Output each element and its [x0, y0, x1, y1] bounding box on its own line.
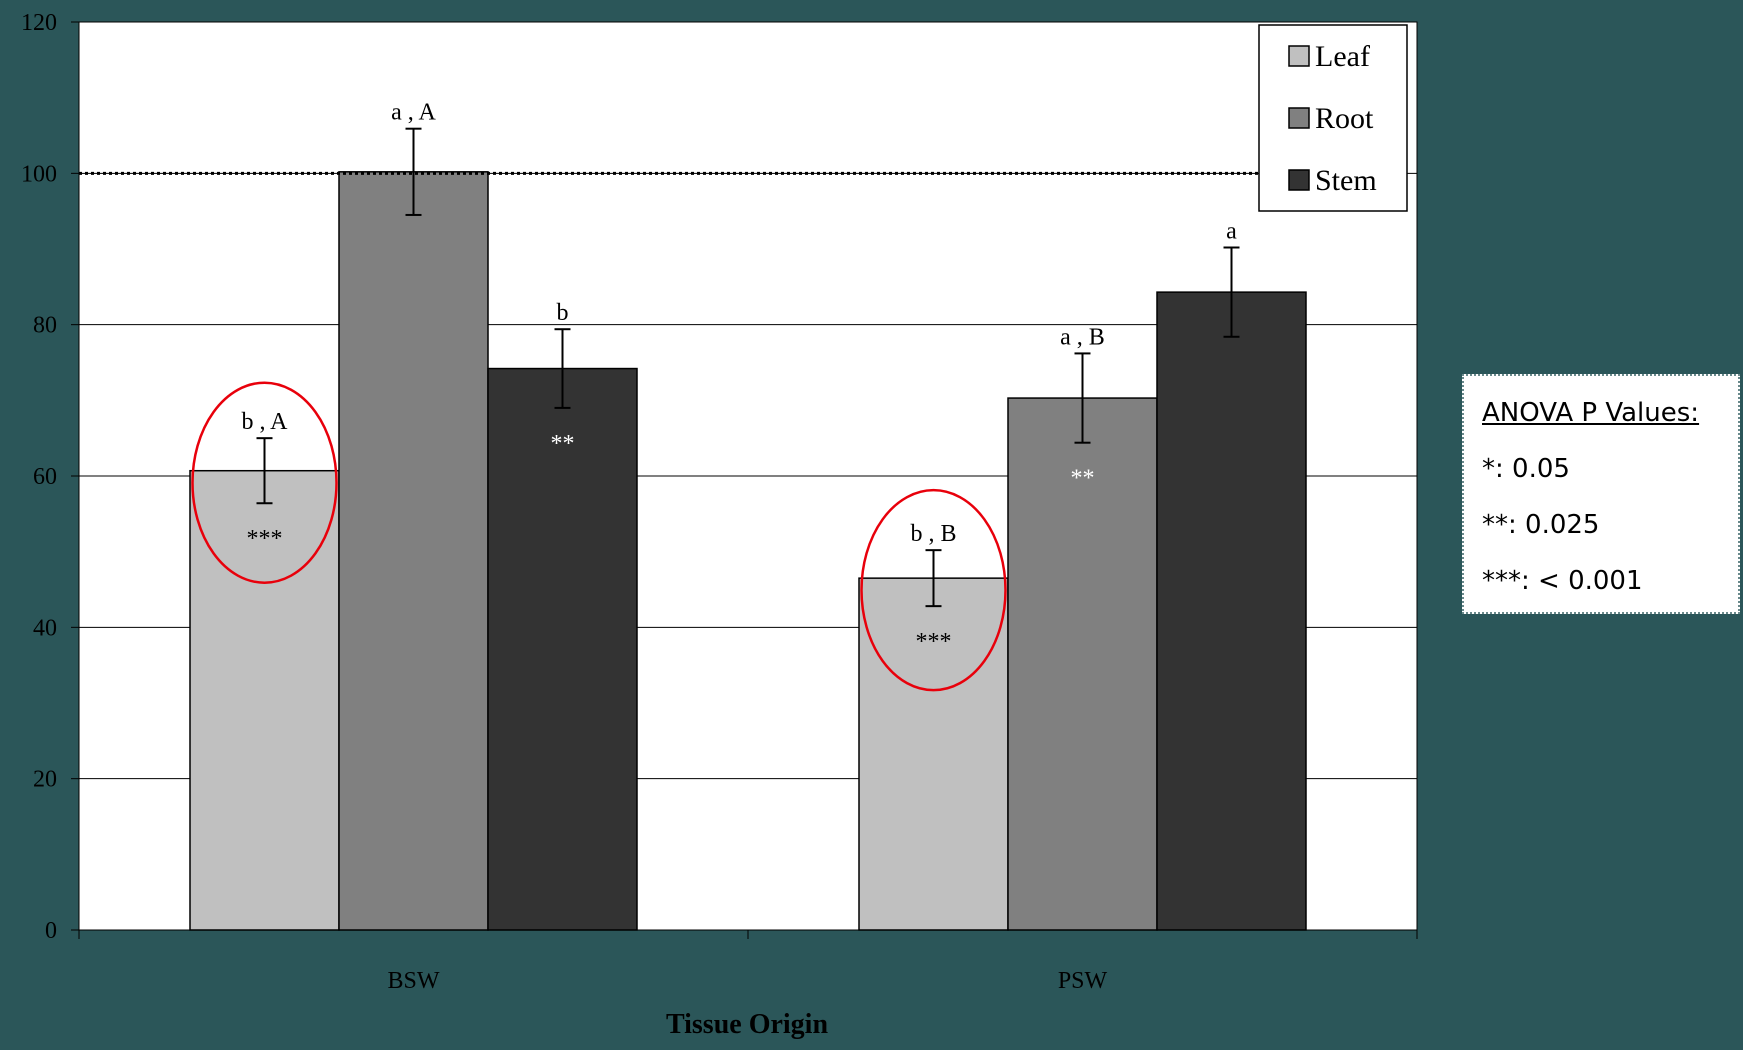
legend-swatch-root [1288, 107, 1310, 129]
bar-leaf-bsw [189, 469, 340, 931]
legend-box [1258, 24, 1408, 212]
bar-root-psw [1007, 397, 1158, 931]
legend: Leaf Root Stem [1258, 24, 1408, 212]
letter-label: b , A [241, 409, 288, 435]
x-axis: BSW PSW [78, 929, 1418, 994]
legend-label-leaf: Leaf [1315, 40, 1370, 73]
anova-p-values-box: ANOVA P Values: *: 0.05 **: 0.025 ***: <… [1462, 374, 1740, 614]
bar-leaf-psw [858, 577, 1009, 931]
highlight-ellipse [860, 488, 1007, 692]
y-tick-label-2: 40 [33, 615, 57, 641]
anova-title: ANOVA P Values: [1482, 398, 1700, 428]
y-tick-label-0: 0 [45, 918, 57, 944]
highlight-ellipse [191, 381, 338, 584]
y-tick-label-6: 120 [21, 10, 57, 36]
y-tick-label-4: 80 [33, 313, 57, 339]
legend-swatch-leaf [1288, 45, 1310, 67]
letter-label: b , B [910, 521, 956, 547]
y-tick-label-5: 100 [21, 161, 57, 187]
y-tick-label-3: 60 [33, 464, 57, 490]
legend-label-root: Root [1315, 102, 1374, 135]
letter-label: a [1226, 218, 1237, 244]
anova-line-1: *: 0.05 [1482, 454, 1570, 484]
y-tick-label-1: 20 [33, 767, 57, 793]
anova-line-3: ***: < 0.001 [1482, 566, 1643, 596]
bar-root-bsw [338, 171, 489, 931]
letter-label: b [557, 300, 569, 326]
anova-line-2: **: 0.025 [1482, 510, 1600, 540]
bar-stem-psw [1156, 291, 1307, 931]
significance-label: ** [551, 431, 575, 457]
significance-label: *** [247, 526, 283, 552]
letter-label: a , B [1060, 324, 1105, 350]
significance-label: ** [1071, 466, 1095, 492]
x-tick-label-psw: PSW [1058, 968, 1108, 994]
x-axis-title: Tissue Origin [666, 1009, 829, 1040]
significance-label: *** [916, 629, 952, 655]
legend-label-stem: Stem [1315, 164, 1377, 197]
bars: b , A *** a , A b ** b , B *** a , B ** a [189, 100, 1307, 931]
bar-stem-bsw [487, 367, 638, 931]
x-tick-label-bsw: BSW [387, 968, 439, 994]
letter-label: a , A [391, 100, 436, 126]
legend-swatch-stem [1288, 169, 1310, 191]
